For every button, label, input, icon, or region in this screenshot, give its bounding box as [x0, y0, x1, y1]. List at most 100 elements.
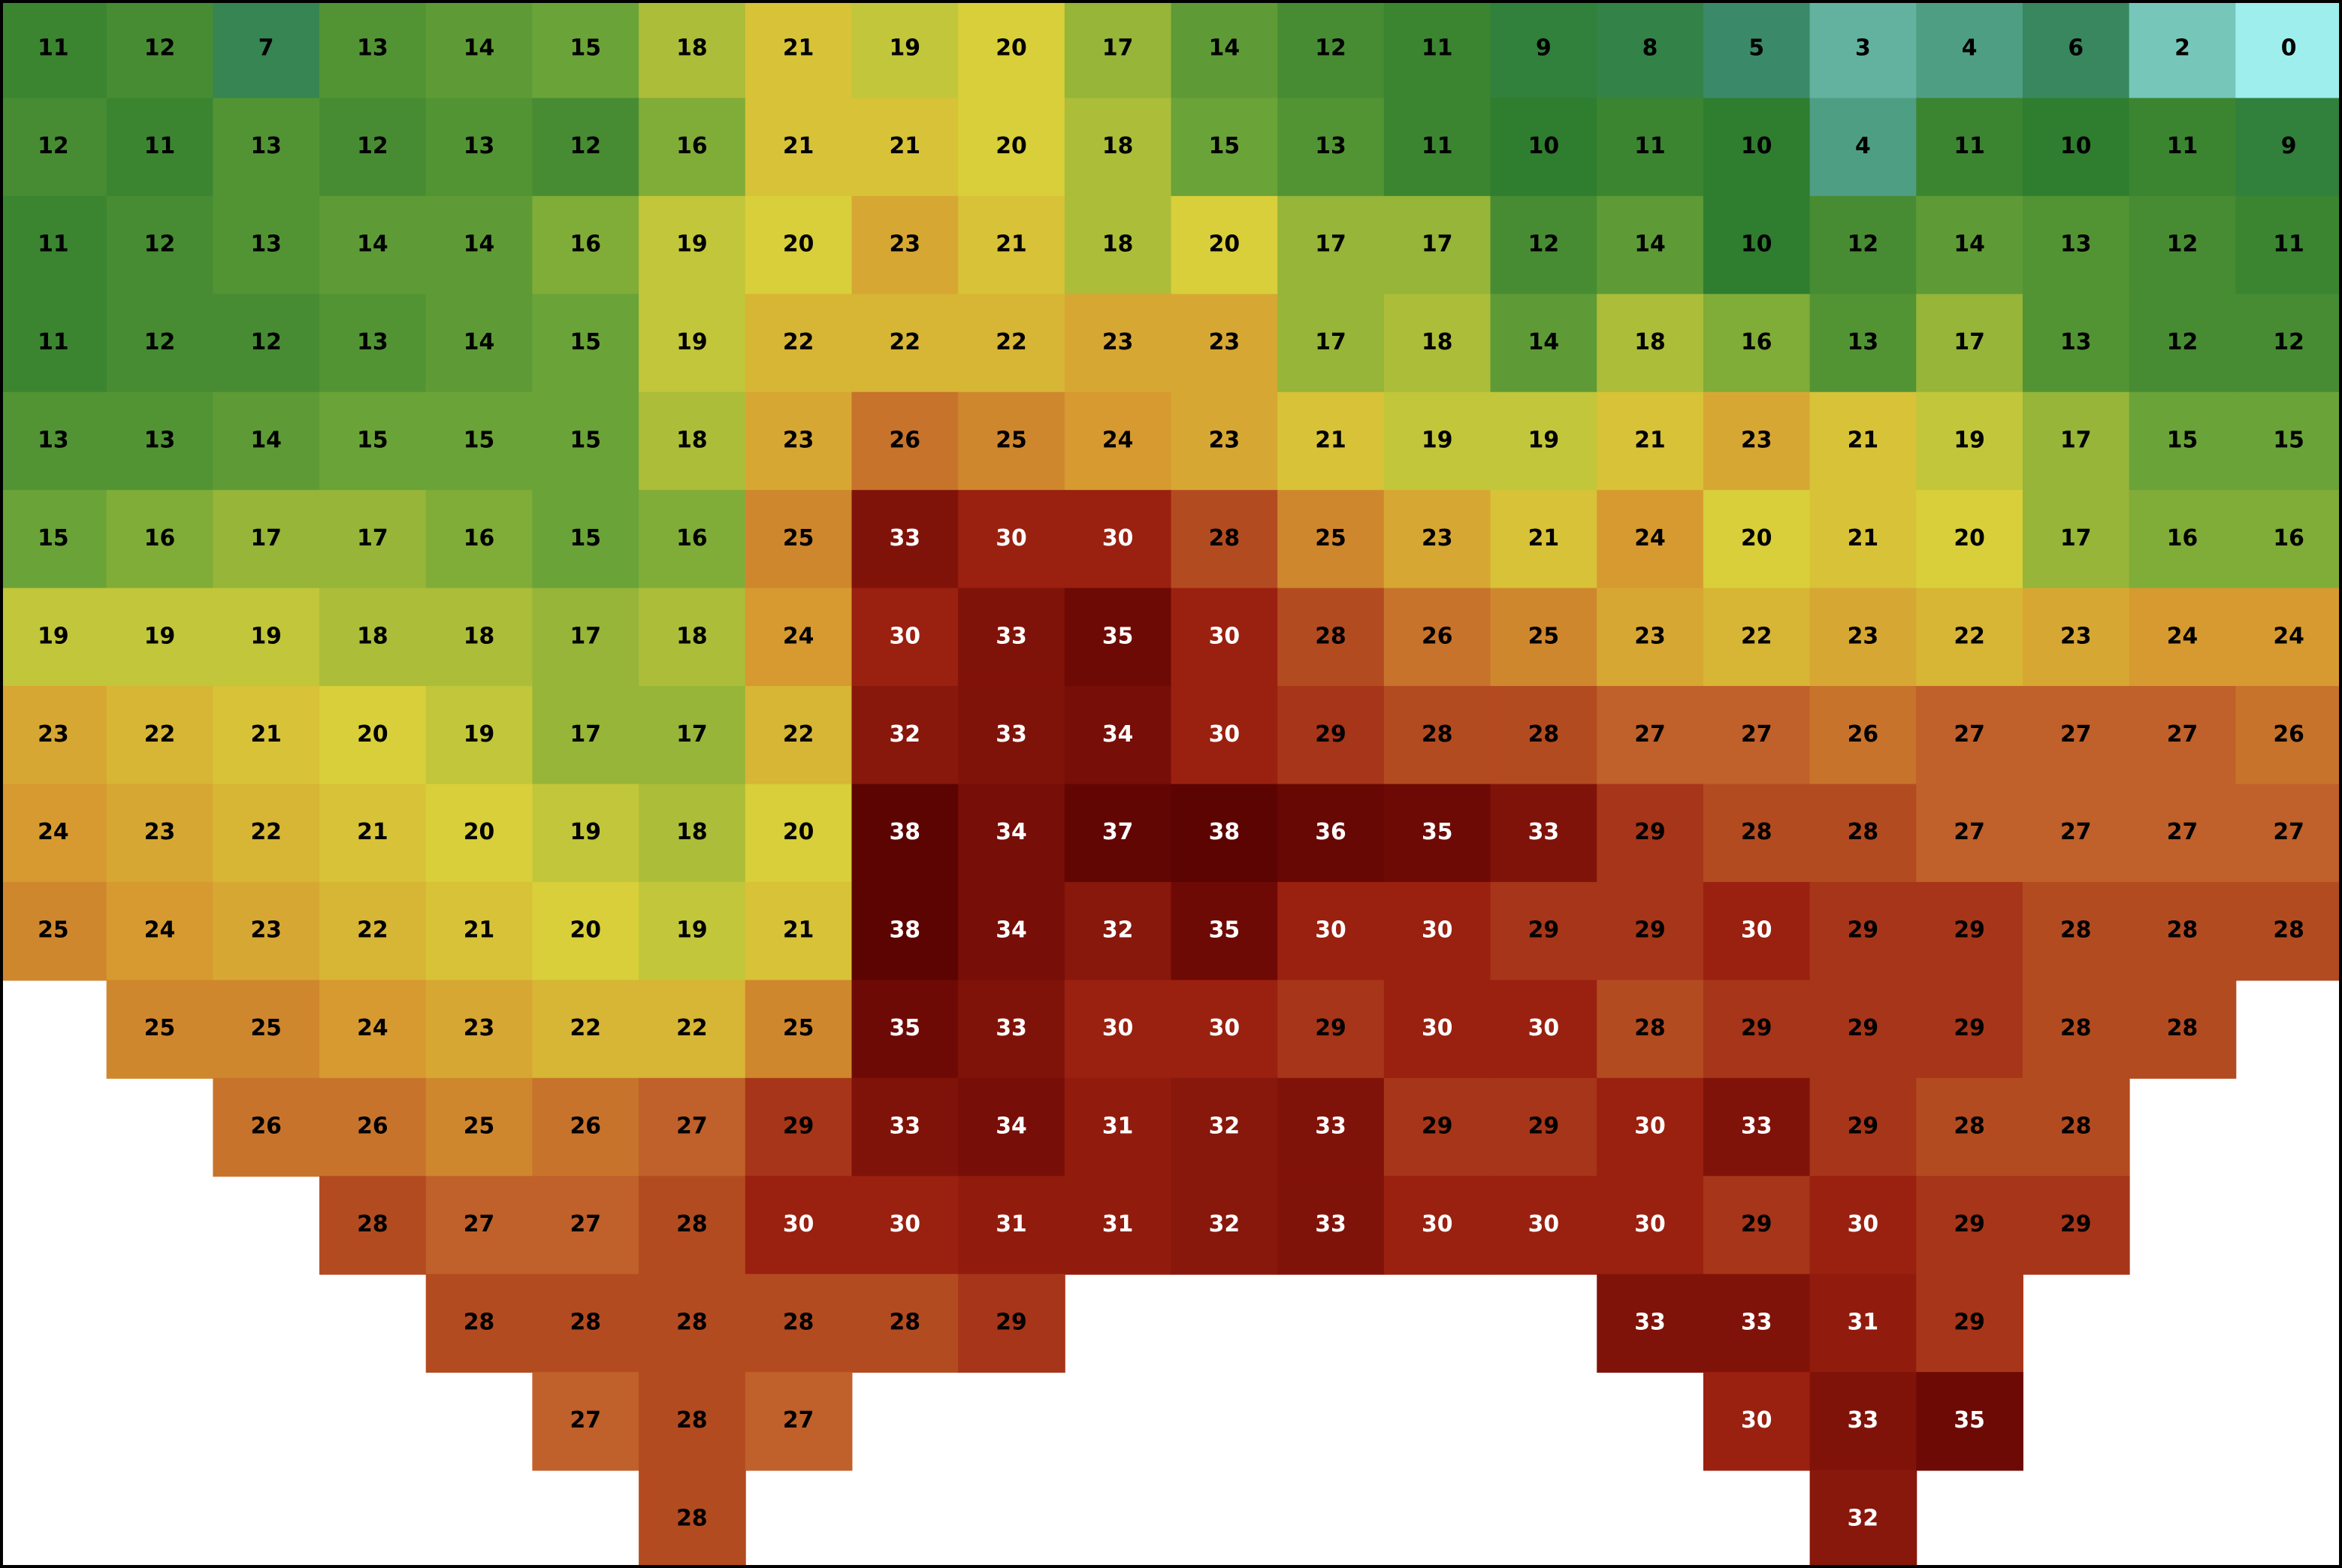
temperature-label: 12 — [1848, 231, 1878, 258]
temperature-cell — [958, 881, 1065, 981]
temperature-cell — [1597, 1273, 1704, 1373]
temperature-cell — [2022, 195, 2130, 295]
temperature-label: 33 — [1741, 1113, 1772, 1140]
temperature-cell — [1277, 391, 1385, 491]
temperature-cell — [532, 391, 640, 491]
temperature-label: 19 — [464, 721, 494, 748]
temperature-label: 27 — [464, 1211, 494, 1237]
temperature-label: 28 — [1528, 721, 1559, 748]
temperature-label: 21 — [1528, 525, 1559, 551]
temperature-label: 29 — [1315, 1015, 1346, 1041]
temperature-label: 28 — [2060, 1015, 2091, 1041]
temperature-label: 17 — [570, 721, 601, 748]
temperature-cell — [1703, 294, 1811, 393]
temperature-label: 29 — [1848, 1015, 1878, 1041]
temperature-label: 30 — [1634, 1113, 1665, 1140]
temperature-cell — [2235, 588, 2342, 687]
temperature-label: 16 — [2273, 525, 2304, 551]
temperature-label: 30 — [783, 1211, 814, 1237]
temperature-cell — [319, 881, 427, 981]
temperature-label: 28 — [2167, 1015, 2198, 1041]
temperature-label: 20 — [1209, 231, 1240, 258]
temperature-cell — [1703, 1372, 1811, 1471]
temperature-cell — [1383, 1176, 1491, 1275]
temperature-label: 19 — [38, 623, 68, 649]
temperature-label: 33 — [996, 1015, 1026, 1041]
temperature-label: 23 — [1634, 623, 1665, 649]
temperature-label: 28 — [570, 1309, 601, 1335]
temperature-label: 29 — [1741, 1211, 1772, 1237]
temperature-cell — [1171, 0, 1279, 99]
temperature-cell — [1490, 980, 1598, 1079]
temperature-cell — [1064, 490, 1172, 589]
temperature-label: 32 — [1102, 917, 1133, 944]
temperature-label: 13 — [1848, 329, 1878, 355]
temperature-cell — [319, 391, 427, 491]
temperature-label: 4 — [1962, 35, 1978, 62]
temperature-cell — [2129, 195, 2237, 295]
temperature-label: 11 — [144, 133, 175, 159]
temperature-cell — [639, 1077, 746, 1177]
temperature-label: 6 — [2068, 35, 2084, 62]
temperature-cell — [1703, 391, 1811, 491]
temperature-label: 24 — [783, 623, 814, 649]
temperature-label: 22 — [357, 917, 388, 944]
temperature-label: 32 — [890, 721, 920, 748]
temperature-label: 26 — [1848, 721, 1878, 748]
temperature-cell — [2235, 686, 2342, 785]
temperature-label: 24 — [38, 819, 68, 845]
temperature-label: 19 — [1528, 427, 1559, 453]
temperature-label: 15 — [570, 427, 601, 453]
temperature-label: 29 — [1422, 1113, 1452, 1140]
temperature-label: 11 — [1634, 133, 1665, 159]
temperature-label: 12 — [357, 133, 388, 159]
temperature-cell — [1809, 1176, 1917, 1275]
temperature-label: 12 — [250, 329, 281, 355]
temperature-cell — [1597, 490, 1704, 589]
temperature-cell — [1809, 686, 1917, 785]
temperature-cell — [2022, 1077, 2130, 1177]
temperature-cell — [1809, 980, 1917, 1079]
temperature-label: 14 — [250, 427, 281, 453]
temperature-label: 27 — [1954, 819, 1984, 845]
temperature-label: 8 — [1642, 35, 1658, 62]
temperature-label: 29 — [783, 1113, 814, 1140]
temperature-cell — [425, 686, 533, 785]
temperature-label: 33 — [1741, 1309, 1772, 1335]
temperature-cell — [2022, 294, 2130, 393]
temperature-cell — [106, 588, 214, 687]
temperature-cell — [1703, 588, 1811, 687]
temperature-label: 34 — [1102, 721, 1133, 748]
temperature-label: 24 — [2167, 623, 2198, 649]
temperature-label: 30 — [1741, 1407, 1772, 1434]
temperature-cell — [532, 1077, 640, 1177]
temperature-cell — [106, 294, 214, 393]
temperature-cell — [1597, 1077, 1704, 1177]
temperature-label: 11 — [38, 35, 68, 62]
temperature-cell — [851, 588, 959, 687]
temperature-label: 19 — [144, 623, 175, 649]
temperature-label: 11 — [1954, 133, 1984, 159]
temperature-cell — [532, 490, 640, 589]
temperature-label: 30 — [1848, 1211, 1878, 1237]
temperature-label: 19 — [570, 819, 601, 845]
temperature-cell — [1383, 1077, 1491, 1177]
temperature-label: 16 — [144, 525, 175, 551]
temperature-label: 13 — [357, 329, 388, 355]
temperature-label: 23 — [38, 721, 68, 748]
temperature-label: 4 — [1855, 133, 1871, 159]
temperature-cell — [2129, 881, 2237, 981]
temperature-cell — [1490, 0, 1598, 99]
temperature-label: 24 — [1102, 427, 1133, 453]
temperature-cell — [2022, 980, 2130, 1079]
temperature-cell — [1490, 195, 1598, 295]
temperature-cell — [1171, 881, 1279, 981]
temperature-cell — [213, 588, 321, 687]
temperature-cell — [1490, 588, 1598, 687]
temperature-cell — [1597, 686, 1704, 785]
temperature-label: 29 — [1528, 1113, 1559, 1140]
temperature-label: 29 — [1954, 1309, 1984, 1335]
temperature-cell — [425, 1077, 533, 1177]
temperature-label: 30 — [1102, 1015, 1133, 1041]
temperature-label: 11 — [1422, 133, 1452, 159]
